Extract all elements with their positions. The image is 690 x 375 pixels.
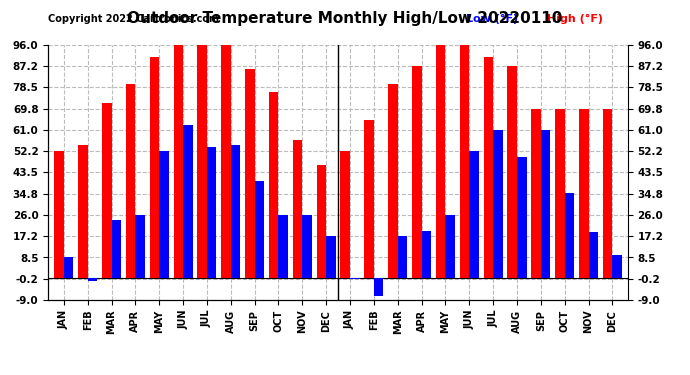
Bar [564,193,574,278]
Bar [150,57,159,278]
Bar [112,220,121,278]
Bar [388,84,397,278]
Bar [55,152,63,278]
Text: Outdoor Temperature Monthly High/Low 20220110: Outdoor Temperature Monthly High/Low 202… [128,11,562,26]
Bar [579,109,589,278]
Bar [412,66,422,278]
Bar [102,103,112,278]
Bar [245,69,255,278]
Bar [507,66,517,278]
Bar [541,130,551,278]
Bar [279,215,288,278]
Bar [207,147,217,278]
Bar [293,140,302,278]
Bar [484,57,493,278]
Bar [364,120,374,278]
Bar [493,130,503,278]
Bar [126,84,135,278]
Bar [159,152,169,278]
Bar [446,215,455,278]
Bar [63,258,73,278]
Bar [302,215,312,278]
Bar [78,145,88,278]
Bar [555,109,564,278]
Bar [197,45,207,278]
Bar [255,181,264,278]
Bar [350,278,359,279]
Bar [469,152,479,278]
Bar [460,45,469,278]
Bar [88,278,97,280]
Bar [135,215,145,278]
Bar [230,145,240,278]
Bar [531,109,541,278]
Text: Low (°F): Low (°F) [466,14,518,24]
Bar [517,157,526,278]
Bar [340,152,350,278]
Bar [603,109,613,278]
Bar [589,232,598,278]
Bar [422,231,431,278]
Bar [326,236,336,278]
Text: High (°F): High (°F) [546,14,603,24]
Bar [183,125,193,278]
Bar [221,45,230,278]
Bar [374,278,384,296]
Bar [613,255,622,278]
Text: Copyright 2022 Cartronics.com: Copyright 2022 Cartronics.com [48,14,219,24]
Bar [436,45,446,278]
Bar [173,45,183,278]
Bar [269,92,279,278]
Bar [317,165,326,278]
Bar [397,236,407,278]
